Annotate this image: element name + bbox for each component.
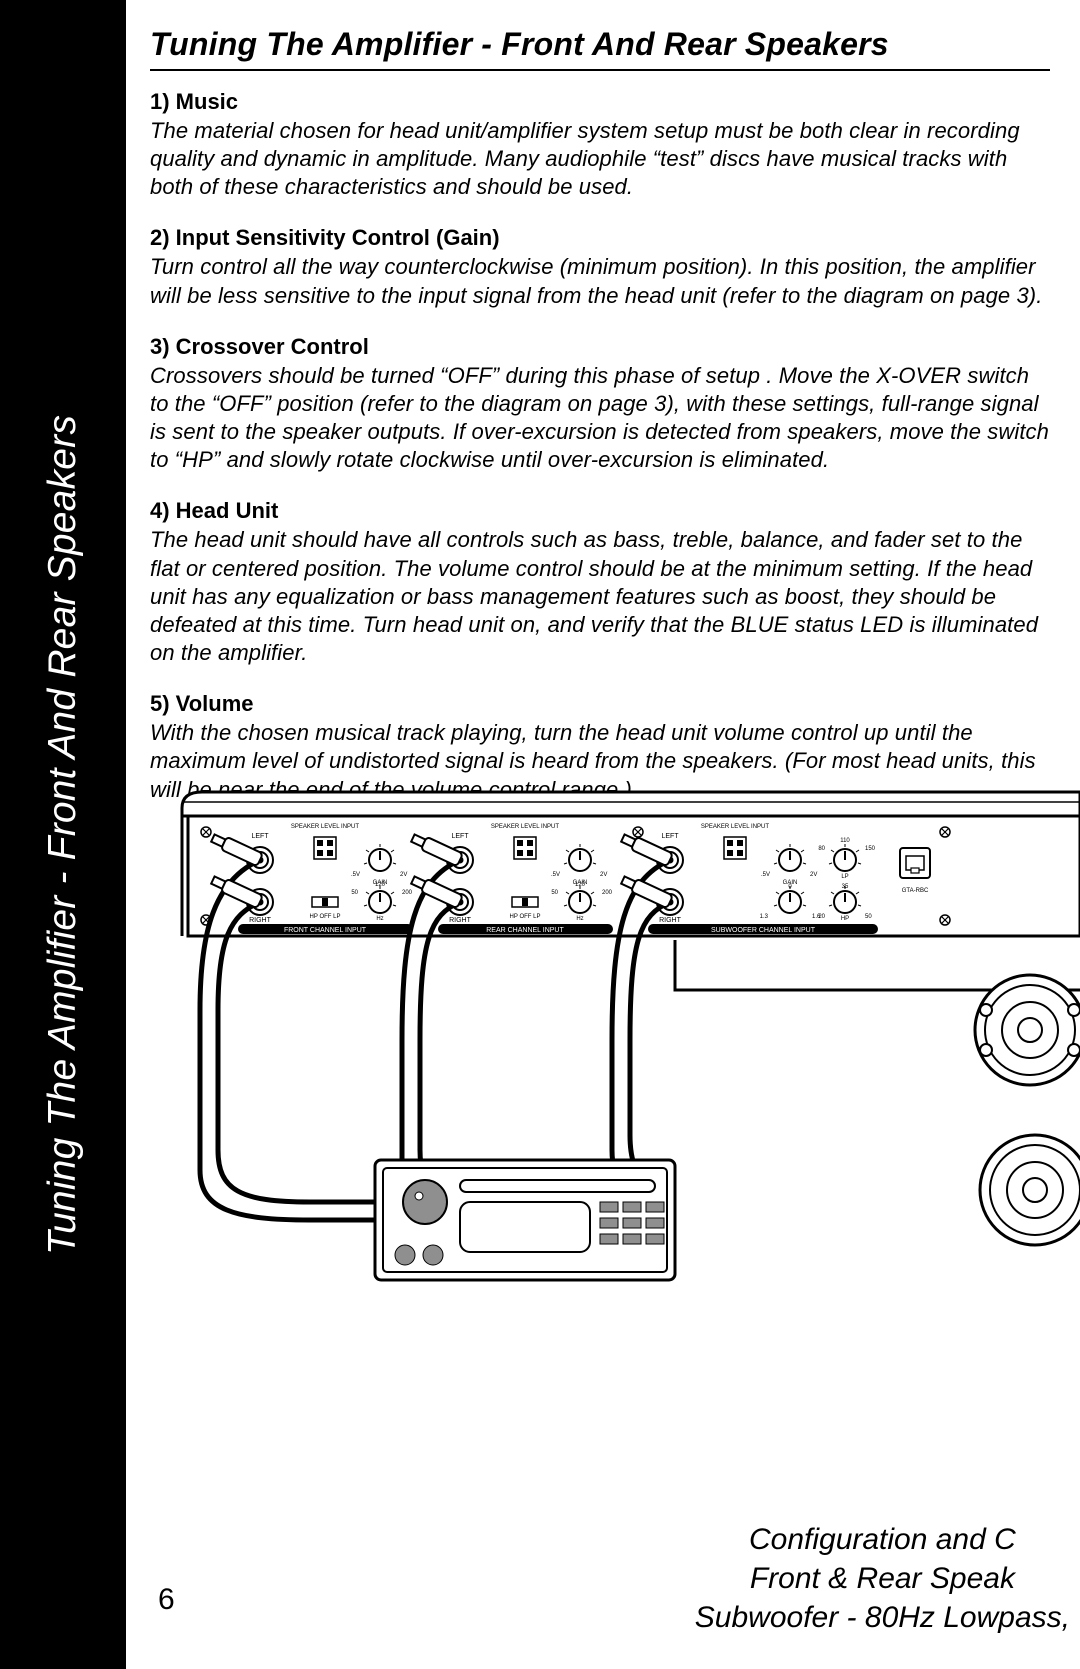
label-k1m: 110 <box>840 838 850 844</box>
label-gain-max: 2V <box>600 872 607 878</box>
label-gain-min: .5V <box>551 872 560 878</box>
footer-caption: Configuration and C Front & Rear Speak S… <box>695 1520 1080 1637</box>
wiring-diagram-svg: LEFT RIGHT SPEAKER LEVEL INPUT .5V 2V GA… <box>180 790 1080 1380</box>
label-port: GTA-RBC <box>902 888 929 894</box>
label-slinput: SPEAKER LEVEL INPUT <box>701 824 769 830</box>
head-unit-illustration <box>375 1160 675 1280</box>
label-k3r: 50 <box>865 914 872 920</box>
label-k2l: 1.3 <box>760 914 769 920</box>
section-body: Turn control all the way counterclockwis… <box>150 253 1050 309</box>
section-heading: 1) Music <box>150 89 1050 115</box>
label-slinput: SPEAKER LEVEL INPUT <box>491 824 559 830</box>
wiring-diagram: LEFT RIGHT SPEAKER LEVEL INPUT .5V 2V GA… <box>180 790 1080 1380</box>
manual-page: Tuning The Amplifier - Front And Rear Sp… <box>0 0 1080 1669</box>
label-right: RIGHT <box>659 917 682 924</box>
label-k3l: 20 <box>818 914 825 920</box>
label-xr: 200 <box>602 890 613 896</box>
label-k1l: 80 <box>818 846 825 852</box>
section-heading: 3) Crossover Control <box>150 334 1050 360</box>
section-body: The head unit should have all controls s… <box>150 526 1050 667</box>
section-gain: 2) Input Sensitivity Control (Gain) Turn… <box>150 225 1050 309</box>
label-k1r: 150 <box>865 846 876 852</box>
label-lp: LP <box>841 874 848 880</box>
sidebar-title: Tuning The Amplifier - Front And Rear Sp… <box>41 414 85 1254</box>
label-xm: 120 <box>575 882 586 888</box>
label-gain-max: 2V <box>400 872 407 878</box>
section-volume: 5) Volume With the chosen musical track … <box>150 691 1050 803</box>
label-sub-channel: SUBWOOFER CHANNEL INPUT <box>711 927 816 934</box>
label-hp: HP <box>841 916 849 922</box>
section-head-unit: 4) Head Unit The head unit should have a… <box>150 498 1050 667</box>
label-xm: 120 <box>375 882 386 888</box>
section-body: Crossovers should be turned “OFF” during… <box>150 362 1050 475</box>
label-gain-min: .5V <box>351 872 360 878</box>
label-gain-max: 2V <box>810 872 817 878</box>
footer-line-3: Subwoofer - 80Hz Lowpass, <box>695 1598 1070 1637</box>
label-xl: 50 <box>551 890 558 896</box>
amplifier-illustration: LEFT RIGHT SPEAKER LEVEL INPUT .5V 2V GA… <box>182 792 1080 936</box>
label-gain-min: .5V <box>761 872 770 878</box>
section-body: The material chosen for head unit/amplif… <box>150 117 1050 201</box>
label-hz: Hz <box>376 916 383 922</box>
label-left: LEFT <box>451 833 469 840</box>
section-crossover: 3) Crossover Control Crossovers should b… <box>150 334 1050 475</box>
label-slinput: SPEAKER LEVEL INPUT <box>291 824 359 830</box>
label-hpofflp: HP OFF LP <box>510 914 541 920</box>
page-number: 6 <box>158 1583 175 1617</box>
label-hz: Hz <box>576 916 583 922</box>
page-title: Tuning The Amplifier - Front And Rear Sp… <box>150 26 1050 71</box>
label-hpofflp: HP OFF LP <box>310 914 341 920</box>
sections: 1) Music The material chosen for head un… <box>150 89 1080 804</box>
label-front-channel: FRONT CHANNEL INPUT <box>284 927 367 934</box>
section-music: 1) Music The material chosen for head un… <box>150 89 1050 201</box>
label-left: LEFT <box>251 833 269 840</box>
label-xr: 200 <box>402 890 413 896</box>
label-xl: 50 <box>351 890 358 896</box>
section-heading: 5) Volume <box>150 691 1050 717</box>
section-heading: 2) Input Sensitivity Control (Gain) <box>150 225 1050 251</box>
sidebar: Tuning The Amplifier - Front And Rear Sp… <box>0 0 126 1669</box>
footer-line-2: Front & Rear Speak <box>695 1559 1070 1598</box>
label-k3m: 35 <box>842 884 849 890</box>
label-rear-channel: REAR CHANNEL INPUT <box>486 927 564 934</box>
label-left: LEFT <box>661 833 679 840</box>
label-right: RIGHT <box>249 917 272 924</box>
label-right: RIGHT <box>449 917 472 924</box>
footer-line-1: Configuration and C <box>695 1520 1070 1559</box>
section-heading: 4) Head Unit <box>150 498 1050 524</box>
